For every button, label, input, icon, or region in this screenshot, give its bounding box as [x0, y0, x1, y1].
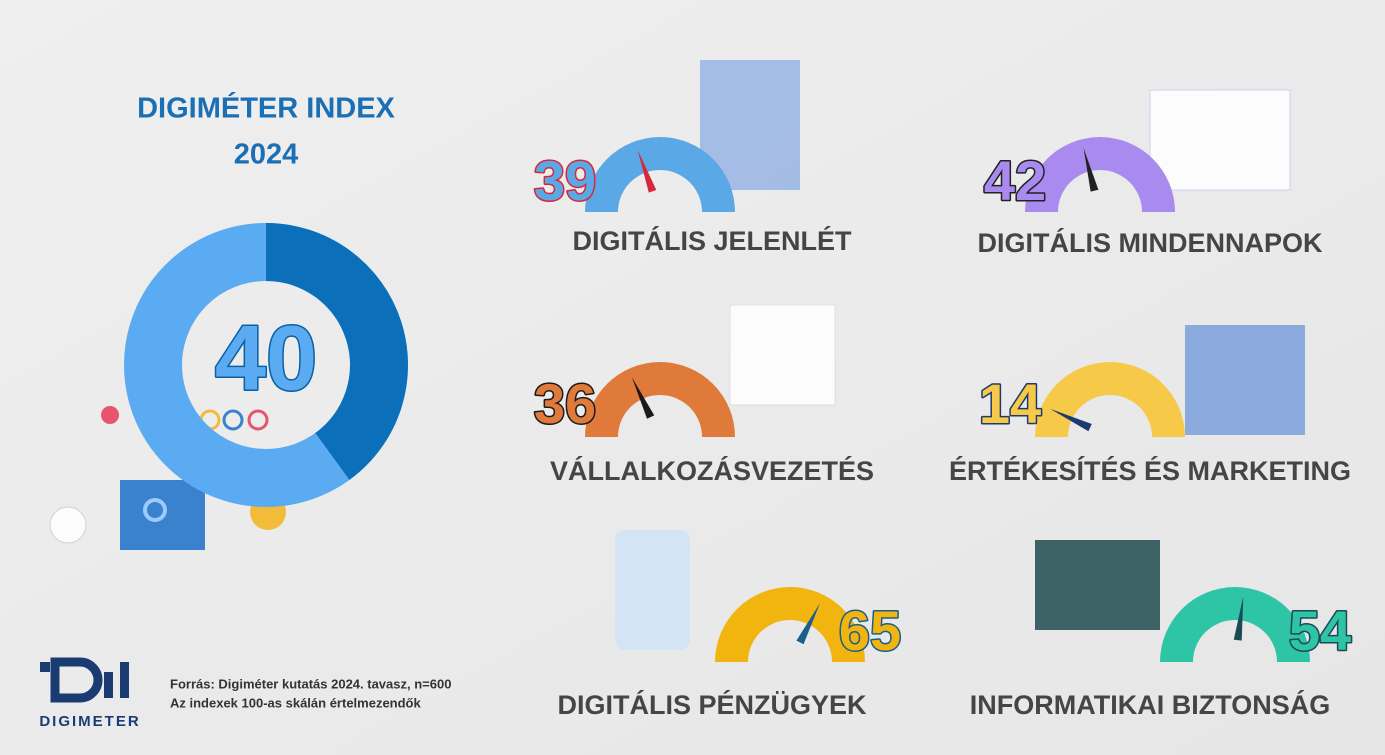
index-value: 40	[215, 307, 317, 409]
logo-icon	[40, 657, 129, 703]
gauge-title: DIGITÁLIS MINDENNAPOK	[977, 227, 1323, 258]
donut-segment	[265, 223, 408, 480]
gauge-arc	[715, 587, 865, 662]
gauge-needle	[1083, 148, 1099, 192]
gauge-value: 36	[534, 372, 596, 435]
gauge-arc	[1160, 587, 1310, 662]
gauge-value: 39	[534, 149, 596, 212]
gauge-arc	[585, 362, 735, 437]
gauge-value: 54	[1289, 599, 1351, 662]
gauge-arc	[1035, 362, 1185, 437]
gauge-needle	[631, 377, 655, 419]
title: 2024	[234, 139, 299, 171]
gauge-arc	[1025, 137, 1175, 212]
logo-text: DIGIMETER	[39, 713, 140, 730]
gauge-title: ÉRTÉKESÍTÉS ÉS MARKETING	[949, 455, 1351, 486]
source-note: Forrás: Digiméter kutatás 2024. tavasz, …	[170, 676, 451, 691]
gauge-needle	[796, 603, 820, 645]
gauge-needle	[1233, 596, 1244, 641]
gauge-value: 65	[839, 599, 901, 662]
title: DIGIMÉTER INDEX	[137, 91, 395, 125]
gauge-needle	[1050, 408, 1092, 432]
gauge-title: DIGITÁLIS JELENLÉT	[572, 225, 852, 256]
gauge-value: 14	[979, 372, 1041, 435]
gauge-title: DIGITÁLIS PÉNZÜGYEK	[557, 689, 867, 720]
gauge-title: VÁLLALKOZÁSVEZETÉS	[550, 455, 874, 486]
decoration	[49, 60, 1305, 650]
gauge-arc	[585, 137, 735, 212]
gauge-needle	[637, 149, 657, 193]
gauge-value: 42	[984, 149, 1046, 212]
source-note: Az indexek 100-as skálán értelmezendők	[170, 695, 422, 710]
gauge-title: INFORMATIKAI BIZTONSÁG	[970, 689, 1330, 720]
